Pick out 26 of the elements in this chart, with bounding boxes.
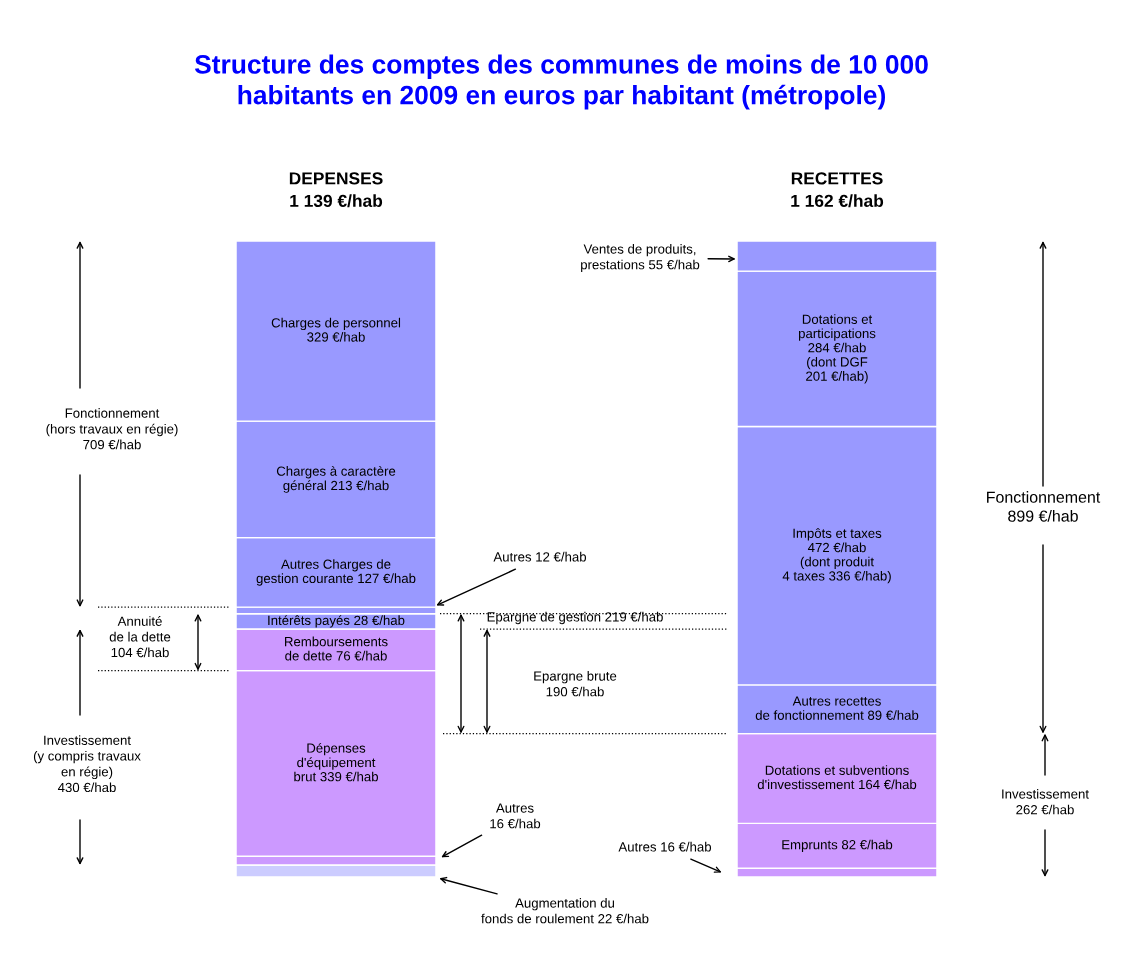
data-label: Charges de personnel 329 €/hab — [271, 317, 401, 342]
chart-title: Structure des comptes des communes de moins de 10 000 habitants en 2009 en euros par habitant (métropole) — [194, 54, 928, 110]
annotation: Autres 16 €/hab — [490, 803, 541, 829]
text: Augmentation du fonds de roulement 22 €/hab — [481, 898, 649, 924]
annotation: Annuité de la dette 104 €/hab — [109, 616, 171, 658]
annotation: Fonctionnement 899 €/hab — [987, 491, 1101, 522]
x-tick-label: RECETTES 1 162 €/hab — [791, 172, 884, 208]
annotation: Investissement (y compris travaux en régie) 430 €/hab — [33, 735, 141, 793]
x-tick-label: DEPENSES 1 139 €/hab — [289, 172, 383, 208]
data-label: Emprunts 82 €/hab — [782, 839, 893, 852]
data-label: Intérêts payés 28 €/hab — [268, 615, 405, 628]
annotation: Autres 16 €/hab — [618, 841, 712, 852]
data-label: Autres recettes de fonctionnement 89 €/hab — [755, 696, 919, 720]
data-label: Remboursements de dette 76 €/hab — [285, 636, 388, 661]
data-label: Impôts et taxes 472 €/hab (dont produit 4 taxes 336 €/hab) — [782, 528, 891, 584]
annotation: Fonctionnement (hors travaux en régie) 709 €/hab — [46, 408, 178, 450]
annotation: Epargne brute 190 €/hab — [534, 671, 617, 697]
data-label: Dotations et participations 284 €/hab (dont DGF 201 €/hab) — [798, 314, 876, 384]
data-label: Dotations et subventions d'investissement 164 €/hab — [757, 765, 917, 790]
data-label: Autres Charges de gestion courante 127 €/hab — [256, 559, 416, 586]
annotation: Investissement 262 €/hab — [1002, 789, 1089, 815]
data-label: Dépenses d'équipement brut 339 €/hab — [294, 742, 378, 782]
annotation: Ventes de produits, prestations 55 €/hab — [581, 244, 700, 272]
annotation: Autres 12 €/hab — [493, 551, 587, 562]
annotation: Epargne de gestion 219 €/hab — [487, 611, 663, 625]
data-label: Charges à caractère général 213 €/hab — [276, 465, 396, 493]
